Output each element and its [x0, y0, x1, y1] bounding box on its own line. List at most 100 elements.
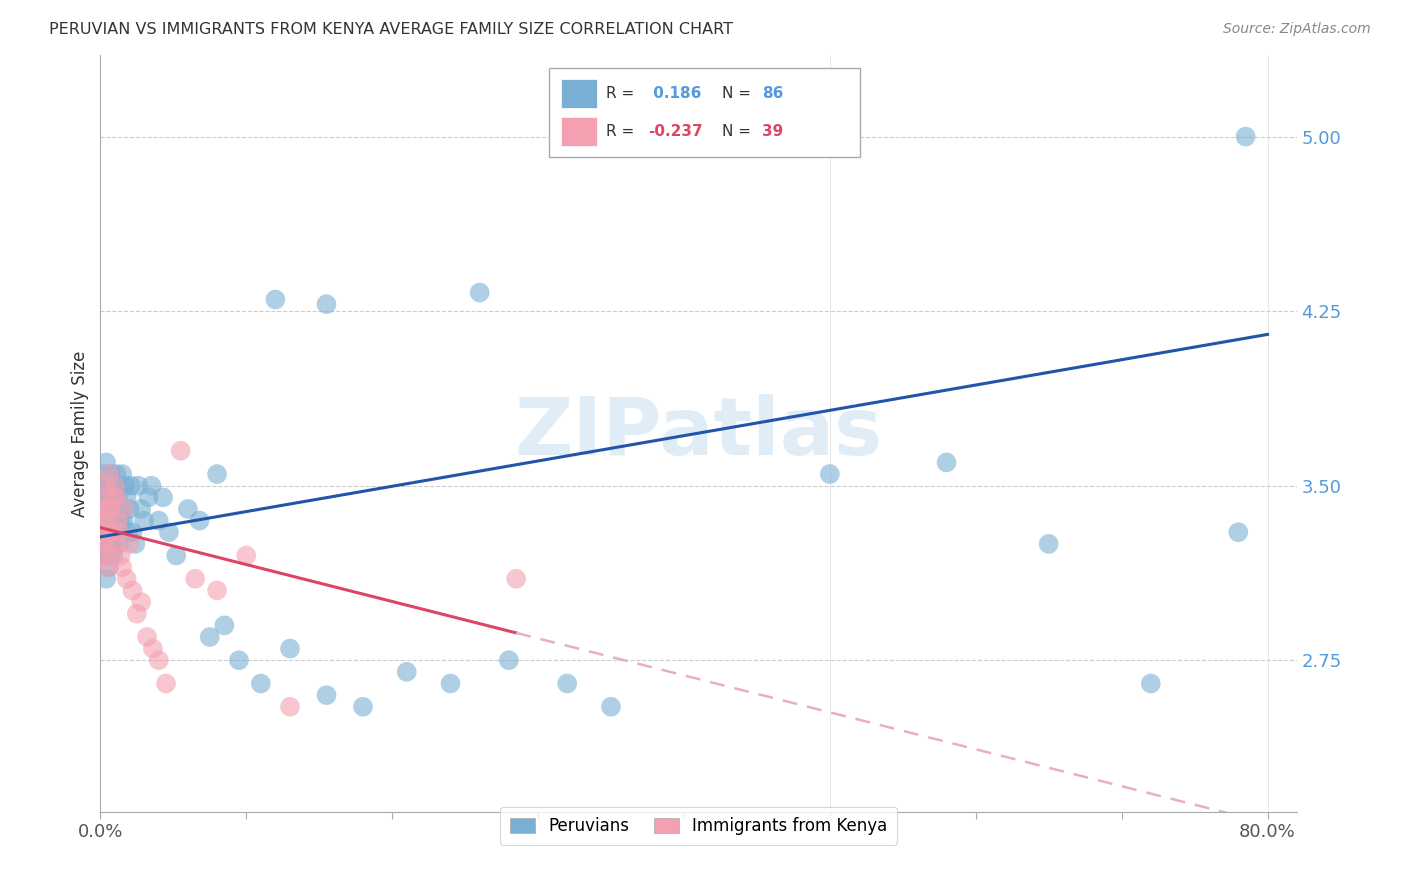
Point: [250, 676, 273, 690]
Point: [108, 537, 131, 551]
Point: [103, 478, 125, 492]
Point: [100, 549, 122, 563]
Point: [100, 502, 122, 516]
Point: [111, 467, 134, 481]
Point: [103, 502, 125, 516]
Point: [134, 514, 156, 528]
Point: [97, 502, 120, 516]
Point: [93, 525, 115, 540]
Point: [118, 502, 141, 516]
Point: [118, 537, 141, 551]
Point: [125, 607, 148, 621]
Point: [152, 491, 174, 505]
FancyBboxPatch shape: [548, 68, 860, 157]
Point: [228, 653, 250, 667]
Text: 39: 39: [762, 124, 783, 139]
Point: [600, 699, 623, 714]
Point: [120, 478, 142, 492]
Point: [104, 537, 127, 551]
Text: 86: 86: [762, 87, 783, 101]
Point: [315, 297, 337, 311]
Point: [107, 514, 129, 528]
Point: [184, 572, 207, 586]
Point: [115, 491, 138, 505]
Point: [97, 525, 120, 540]
Point: [205, 467, 228, 481]
Point: [98, 478, 121, 492]
Point: [111, 502, 134, 516]
Point: [115, 572, 138, 586]
Point: [1139, 676, 1161, 690]
Point: [101, 537, 124, 551]
Point: [136, 630, 159, 644]
Point: [121, 525, 143, 540]
Point: [108, 525, 131, 540]
Point: [93, 502, 115, 516]
Point: [214, 618, 236, 632]
Point: [96, 572, 118, 586]
Point: [110, 549, 132, 563]
Point: [177, 502, 200, 516]
Text: ZIPatlas: ZIPatlas: [515, 394, 883, 473]
Point: [108, 478, 131, 492]
Point: [114, 478, 136, 492]
Point: [91, 514, 114, 528]
Point: [104, 478, 127, 492]
Point: [278, 641, 301, 656]
Point: [96, 537, 118, 551]
Point: [103, 491, 125, 505]
Point: [439, 676, 461, 690]
Point: [117, 525, 139, 540]
Point: [205, 583, 228, 598]
Point: [97, 560, 120, 574]
Point: [148, 653, 170, 667]
Point: [169, 443, 191, 458]
Point: [104, 537, 127, 551]
Point: [97, 478, 120, 492]
Point: [1234, 129, 1257, 144]
Point: [129, 502, 152, 516]
Point: [818, 467, 841, 481]
Point: [105, 491, 128, 505]
FancyBboxPatch shape: [561, 79, 596, 108]
Point: [555, 676, 578, 690]
FancyBboxPatch shape: [561, 117, 596, 146]
Point: [96, 537, 118, 551]
Point: [100, 467, 122, 481]
Point: [138, 491, 160, 505]
Point: [90, 525, 112, 540]
Point: [93, 467, 115, 481]
Text: R =: R =: [606, 87, 634, 101]
Point: [315, 688, 337, 702]
Point: [505, 572, 527, 586]
Point: [129, 595, 152, 609]
Point: [352, 699, 374, 714]
Text: Source: ZipAtlas.com: Source: ZipAtlas.com: [1223, 22, 1371, 37]
Point: [100, 549, 122, 563]
Point: [91, 549, 114, 563]
Text: -0.237: -0.237: [648, 124, 703, 139]
Point: [91, 514, 114, 528]
Point: [101, 514, 124, 528]
Point: [107, 514, 129, 528]
Point: [141, 478, 163, 492]
Point: [155, 676, 177, 690]
Point: [90, 491, 112, 505]
Point: [498, 653, 520, 667]
Point: [111, 560, 134, 574]
Point: [98, 560, 121, 574]
Point: [91, 478, 114, 492]
Point: [90, 537, 112, 551]
Point: [96, 491, 118, 505]
Point: [127, 478, 149, 492]
Point: [104, 491, 127, 505]
Text: 0.186: 0.186: [648, 87, 702, 101]
Point: [93, 491, 115, 505]
Point: [235, 549, 257, 563]
Legend: Peruvians, Immigrants from Kenya: Peruvians, Immigrants from Kenya: [499, 806, 897, 845]
Point: [278, 699, 301, 714]
Point: [1038, 537, 1060, 551]
Point: [105, 525, 128, 540]
Point: [91, 537, 114, 551]
Point: [96, 478, 118, 492]
